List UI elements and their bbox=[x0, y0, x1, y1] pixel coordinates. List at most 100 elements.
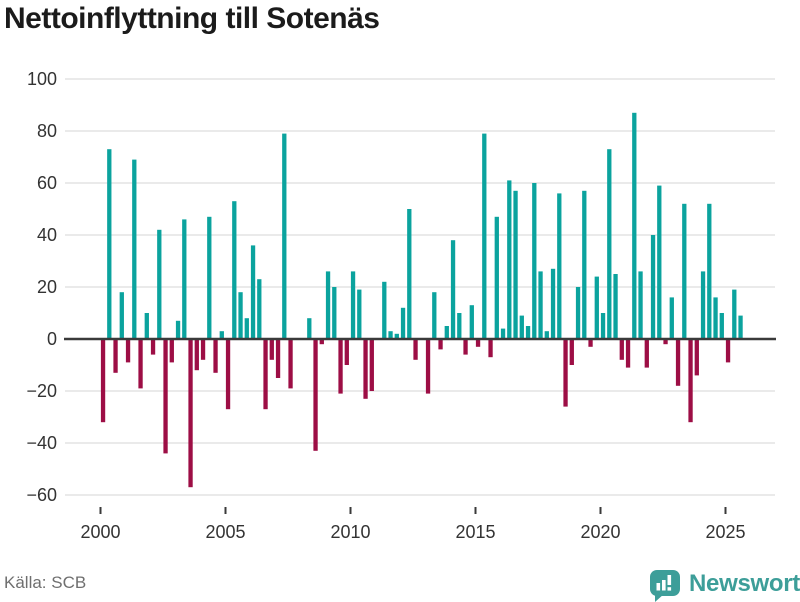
bar bbox=[150, 339, 156, 355]
bar bbox=[575, 287, 581, 339]
bar bbox=[613, 274, 618, 339]
bar bbox=[713, 297, 718, 339]
bar bbox=[557, 193, 562, 339]
bar bbox=[669, 297, 674, 339]
y-axis-label: −40 bbox=[26, 433, 57, 453]
bar bbox=[582, 190, 587, 339]
bar bbox=[132, 159, 137, 339]
bar bbox=[363, 339, 368, 399]
bar bbox=[450, 240, 456, 339]
bar bbox=[513, 190, 518, 339]
bar bbox=[444, 326, 449, 339]
bar bbox=[257, 279, 262, 339]
bar bbox=[494, 216, 499, 339]
bar bbox=[700, 271, 706, 339]
bar bbox=[369, 339, 374, 391]
y-axis-label: 0 bbox=[47, 329, 57, 349]
bar bbox=[400, 307, 406, 339]
bar bbox=[238, 292, 243, 339]
bar bbox=[719, 313, 724, 339]
speech-bubble-tail bbox=[655, 594, 664, 602]
y-axis-label: −60 bbox=[26, 485, 57, 505]
bar bbox=[175, 320, 181, 339]
bar bbox=[569, 339, 574, 365]
bar bbox=[688, 339, 693, 423]
bar bbox=[738, 315, 743, 339]
y-axis-label: 100 bbox=[27, 69, 57, 89]
bar bbox=[269, 339, 274, 360]
x-axis-label: 2005 bbox=[205, 522, 245, 542]
bar bbox=[113, 339, 118, 373]
bar bbox=[213, 339, 218, 373]
bar bbox=[482, 133, 487, 339]
bar bbox=[357, 289, 362, 339]
source-label: Källa: SCB bbox=[4, 573, 87, 592]
bar bbox=[225, 339, 231, 410]
bar bbox=[550, 268, 556, 339]
x-axis-label: 2020 bbox=[580, 522, 620, 542]
x-axis-label: 2010 bbox=[330, 522, 370, 542]
bar bbox=[200, 339, 206, 360]
bar bbox=[207, 216, 212, 339]
bar bbox=[275, 339, 281, 378]
bar bbox=[344, 339, 349, 365]
bar bbox=[488, 339, 493, 358]
x-axis-label: 2000 bbox=[80, 522, 120, 542]
bar bbox=[725, 339, 731, 363]
bar bbox=[694, 339, 699, 376]
y-axis-label: −20 bbox=[26, 381, 57, 401]
bar bbox=[707, 203, 712, 339]
bar bbox=[657, 185, 662, 339]
bar bbox=[382, 281, 387, 339]
bar bbox=[632, 112, 637, 339]
bar bbox=[500, 328, 506, 339]
bar bbox=[732, 289, 737, 339]
x-axis-label: 2015 bbox=[455, 522, 495, 542]
bar bbox=[144, 313, 149, 339]
bar bbox=[119, 292, 124, 339]
bar bbox=[650, 235, 656, 339]
bar bbox=[313, 339, 318, 451]
y-axis-label: 80 bbox=[37, 121, 57, 141]
x-axis-label: 2025 bbox=[705, 522, 745, 542]
bar bbox=[263, 339, 268, 410]
bar bbox=[388, 331, 393, 339]
bar bbox=[463, 339, 468, 355]
bar bbox=[644, 339, 649, 368]
newsworthy-badge bbox=[650, 570, 680, 596]
bar bbox=[307, 318, 312, 339]
y-axis-label: 20 bbox=[37, 277, 57, 297]
bar bbox=[188, 339, 193, 488]
bar bbox=[107, 149, 112, 339]
brand-name: Newsworthy bbox=[689, 570, 800, 597]
bar bbox=[457, 313, 462, 339]
bar bbox=[594, 276, 599, 339]
newsworthy-logo: Newsworthy bbox=[650, 569, 800, 602]
bar bbox=[407, 209, 412, 339]
bar bbox=[194, 339, 199, 371]
bar bbox=[425, 339, 431, 394]
bar bbox=[544, 331, 549, 339]
bar bbox=[625, 339, 631, 368]
bar bbox=[563, 339, 568, 407]
bar bbox=[350, 271, 356, 339]
bar bbox=[282, 133, 287, 339]
bar bbox=[125, 339, 131, 363]
bar bbox=[675, 339, 681, 386]
bar bbox=[619, 339, 624, 360]
bar bbox=[432, 292, 437, 339]
bar bbox=[638, 271, 643, 339]
bar bbox=[250, 245, 256, 339]
y-axis-label: 60 bbox=[37, 173, 57, 193]
bar bbox=[325, 271, 331, 339]
y-axis-label: 40 bbox=[37, 225, 57, 245]
bar bbox=[469, 305, 474, 339]
bar bbox=[138, 339, 143, 389]
bar bbox=[232, 201, 237, 339]
bar bbox=[100, 339, 106, 423]
bar bbox=[169, 339, 174, 363]
bar bbox=[475, 339, 481, 347]
bar-chart-speech-bubble-icon bbox=[650, 570, 680, 596]
bar bbox=[219, 331, 224, 339]
